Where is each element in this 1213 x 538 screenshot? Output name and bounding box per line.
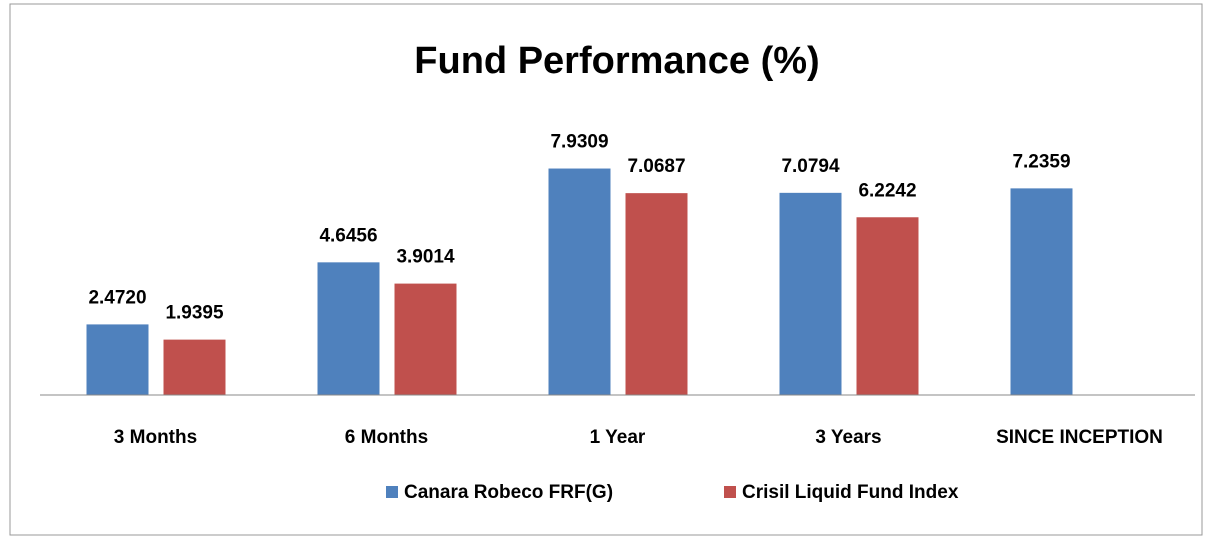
legend-label: Crisil Liquid Fund Index [742,482,959,503]
value-label: 1.9395 [165,303,224,324]
value-label: 7.2359 [1012,151,1070,172]
value-label: 6.2242 [858,180,916,201]
value-label: 7.0794 [781,156,840,177]
value-label: 7.9309 [550,132,608,153]
bar [625,193,688,395]
bar [86,324,149,395]
bar [856,217,919,395]
legend-label: Canara Robeco FRF(G) [404,482,613,503]
bar [394,283,457,395]
x-tick-label: 3 Years [815,427,881,448]
x-tick-label: SINCE INCEPTION [996,427,1163,448]
bar [779,192,842,395]
bar [1010,188,1073,395]
value-label: 7.0687 [627,156,685,177]
x-tick-label: 6 Months [345,427,428,448]
value-label: 3.9014 [396,247,455,268]
value-label: 4.6456 [319,225,377,246]
chart-title: Fund Performance (%) [414,40,819,82]
bar [317,262,380,395]
x-tick-label: 3 Months [114,427,197,448]
bar [163,339,226,395]
legend-swatch [724,486,736,498]
legend-swatch [386,486,398,498]
x-tick-label: 1 Year [590,427,646,448]
bar [548,168,611,395]
value-label: 2.4720 [88,287,146,308]
